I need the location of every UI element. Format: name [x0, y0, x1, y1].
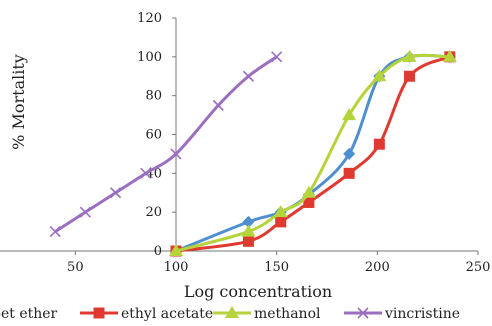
- data-point-square: [242, 235, 254, 247]
- data-point-x: [49, 226, 61, 238]
- series-line-vincristine: [54, 55, 278, 233]
- data-point-x: [79, 206, 91, 218]
- y-tick-label: 120: [137, 11, 162, 26]
- legend-item-ethyl-acetate: ethyl acetate: [80, 306, 213, 322]
- data-point-triangle: [169, 244, 183, 256]
- y-tick-label: 0: [154, 244, 162, 259]
- series-line-ethyl-acetate: [175, 55, 451, 253]
- data-point-triangle: [241, 224, 256, 237]
- axes: [0, 18, 478, 252]
- series-vincristine: [49, 51, 283, 238]
- legend: pet ether ethyl acetate methanol vincristin…: [0, 306, 460, 322]
- legend-label: vincristine: [384, 306, 460, 322]
- series-line-pet-ether: [175, 53, 450, 253]
- data-point-square: [303, 196, 315, 208]
- legend-item-pet-ether: pet ether: [0, 306, 58, 322]
- data-point-x-stroke: [357, 307, 369, 319]
- data-point-triangle: [273, 205, 288, 218]
- legend-label: pet ether: [0, 306, 58, 322]
- y-tick-label: 60: [145, 128, 162, 143]
- x-tick-label: 250: [466, 260, 491, 275]
- data-point-x: [140, 167, 152, 179]
- series-ethyl-acetate: [170, 51, 456, 257]
- data-point-x-stroke: [212, 99, 224, 111]
- data-point-triangle: [442, 49, 457, 62]
- data-point-diamond: [343, 147, 356, 160]
- data-point-triangle: [225, 306, 239, 318]
- x-tick-label: 50: [67, 260, 84, 275]
- y-tick-label: 80: [145, 89, 162, 104]
- data-point-x: [212, 99, 224, 111]
- legend-item-methanol: methanol: [213, 306, 321, 322]
- series-layer: [49, 49, 457, 257]
- series-methanol: [169, 49, 457, 256]
- x-tick-label: 100: [164, 260, 189, 275]
- data-point-square: [343, 167, 355, 179]
- data-point-x-stroke: [271, 51, 283, 63]
- data-point-x: [170, 148, 182, 160]
- data-point-square: [373, 138, 385, 150]
- series-pet-ether: [170, 50, 456, 257]
- y-axis-title: % Mortality: [9, 54, 28, 150]
- x-tick-label: 150: [264, 260, 289, 275]
- data-point-x-stroke: [242, 70, 255, 82]
- legend-label: ethyl acetate: [121, 306, 213, 322]
- data-point-x-stroke: [49, 226, 61, 238]
- legend-label: methanol: [254, 306, 321, 322]
- data-point-x: [271, 51, 283, 63]
- y-tick-label: 100: [137, 50, 162, 65]
- data-point-x-stroke: [140, 167, 152, 179]
- x-tick-labels: 50 100 150 200 250: [67, 251, 490, 275]
- data-point-x: [110, 187, 122, 199]
- data-point-diamond: [242, 215, 255, 228]
- data-point-x: [242, 70, 255, 82]
- data-point-square: [404, 70, 416, 82]
- data-point-triangle: [402, 49, 417, 62]
- data-point-x-stroke: [79, 206, 91, 218]
- data-point-square: [93, 307, 105, 319]
- data-point-square: [275, 216, 287, 228]
- data-point-x-stroke: [110, 187, 122, 199]
- data-point-triangle: [301, 185, 316, 198]
- data-point-x-stroke: [170, 148, 182, 160]
- data-point-x: [357, 307, 369, 319]
- x-tick-label: 200: [365, 260, 390, 275]
- series-line-methanol: [175, 53, 450, 253]
- data-point-triangle: [342, 108, 357, 121]
- y-tick-label: 20: [145, 205, 162, 220]
- data-point-triangle: [372, 69, 387, 82]
- x-axis-title: Log concentration: [184, 282, 332, 301]
- legend-item-vincristine: vincristine: [344, 306, 460, 322]
